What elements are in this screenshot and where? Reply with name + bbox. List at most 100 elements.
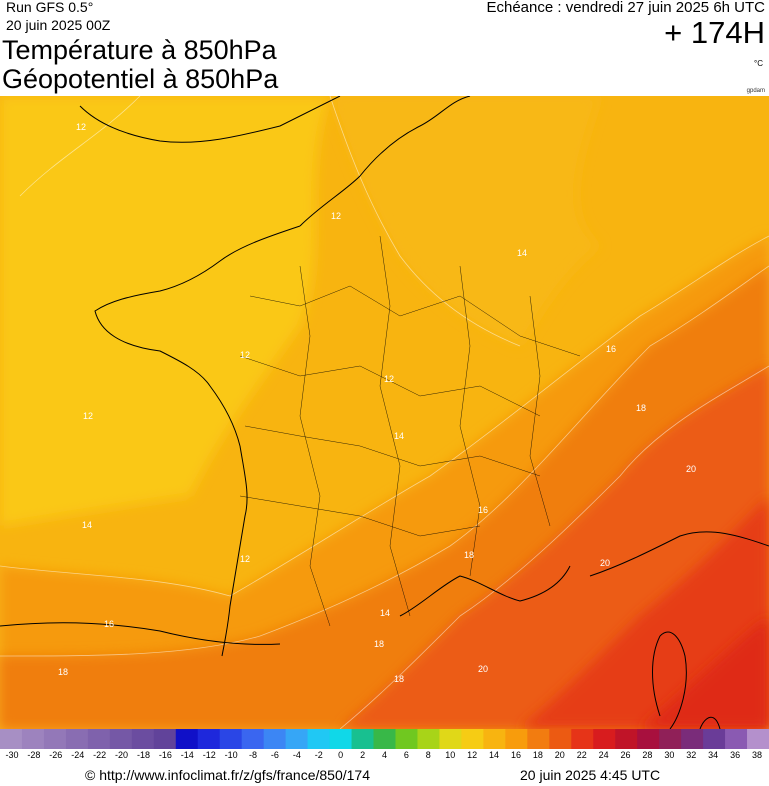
colorbar-tick-label: -10 [224, 750, 238, 760]
colorbar-tick-label: -16 [158, 750, 172, 760]
contour-label: 12 [384, 374, 394, 384]
spain-coast [0, 622, 281, 645]
colorbar-tick-label: 26 [620, 750, 631, 760]
forecast-offset: + 174H [664, 15, 765, 50]
temperature-map: 12 12 12 12 12 12 14 14 14 14 16 16 16 18 18 18 18 18 20 20… [0, 96, 769, 729]
forecast-time: Echéance : vendredi 27 juin 2025 6h UTC [486, 0, 765, 16]
contour-label: 12 [76, 122, 86, 132]
sardinia [699, 716, 721, 729]
contour-label: 12 [331, 211, 341, 221]
colorbar-swatch [351, 729, 375, 749]
colorbar-swatch [571, 729, 594, 749]
colorbar-tick-label: 24 [598, 750, 609, 760]
italy-coast [589, 531, 769, 577]
run-date: 20 juin 2025 00Z [6, 17, 111, 33]
colorbar-swatch [527, 729, 550, 749]
colorbar-swatch [637, 729, 660, 749]
run-label: Run GFS 0.5° [6, 0, 94, 15]
contour-label: 20 [686, 464, 696, 474]
contour-label: 14 [394, 431, 404, 441]
corsica [652, 631, 687, 729]
colorbar-tick-label: 34 [708, 750, 719, 760]
france-coast-north [299, 96, 471, 227]
colorbar-tick-label: -22 [93, 750, 107, 760]
colorbar-swatch [263, 729, 287, 749]
colorbar-tick-label: 16 [510, 750, 521, 760]
colorbar-swatch [285, 729, 309, 749]
colorbar-swatch [219, 729, 243, 749]
colorbar-tick-label: 32 [686, 750, 697, 760]
colorbar-swatch [21, 729, 45, 749]
colorbar-swatch [483, 729, 506, 749]
isolines [0, 96, 769, 729]
colorbar-tick-label: -18 [136, 750, 150, 760]
colorbar-tick-label: 30 [664, 750, 675, 760]
colorbar-swatch [373, 729, 396, 749]
colorbar-tick-label: 28 [642, 750, 653, 760]
band-24 [640, 616, 769, 729]
colorbar-swatch [43, 729, 67, 749]
colorbar-swatch [615, 729, 638, 749]
region-borders [239, 235, 581, 627]
colorbar-swatch [65, 729, 89, 749]
colorbar-tick-label: 4 [381, 750, 388, 760]
colorbar-tick-label: -12 [202, 750, 216, 760]
footer-source-url[interactable]: © http://www.infoclimat.fr/z/gfs/france/… [85, 767, 370, 783]
atlantic-coast [221, 445, 248, 657]
contour-label: 18 [58, 667, 68, 677]
colorbar-tick-label: 6 [403, 750, 409, 760]
colorbar-tick-label: 12 [467, 750, 478, 760]
contour-label: 18 [394, 674, 404, 684]
contour-label: 12 [240, 350, 250, 360]
colorbar-swatch [87, 729, 111, 749]
contour-label: 14 [380, 608, 390, 618]
colorbar-swatch [131, 729, 155, 749]
colorbar-swatch [0, 729, 23, 749]
colorbar-tick-label: 18 [532, 750, 543, 760]
colorbar-swatch [153, 729, 177, 749]
colorbar-tick-label: 0 [338, 750, 344, 760]
contour-label: 12 [240, 554, 250, 564]
colorbar-tick-label: -2 [314, 750, 323, 760]
credit-label: gpdam [746, 88, 765, 94]
contour-label: 16 [478, 505, 488, 515]
band-12 [0, 96, 330, 526]
colorbar-swatch [505, 729, 528, 749]
colorbar-tick-label: 14 [489, 750, 500, 760]
map-title-geopotential: Géopotentiel à 850hPa [2, 64, 279, 94]
colorbar-swatch [725, 729, 748, 749]
contour-label: 16 [606, 344, 616, 354]
colorbar-swatch [329, 729, 353, 749]
colorbar-swatch [109, 729, 133, 749]
map-title-temperature: Température à 850hPa [2, 35, 277, 65]
colorbar-tick-label: 38 [751, 750, 763, 760]
colorbar-tick-label: 36 [730, 750, 741, 760]
colorbar-swatch [593, 729, 616, 749]
mediterranean-coast [399, 565, 571, 617]
colorbar-tick-label: -28 [27, 750, 41, 760]
colorbar-swatch [439, 729, 462, 749]
colorbar-tick-label: -14 [180, 750, 194, 760]
brittany-coast [94, 225, 301, 447]
colorbar [0, 729, 769, 749]
colorbar-tick-label: 2 [360, 750, 366, 760]
colorbar-tick-label: 20 [554, 750, 565, 760]
colorbar-swatch [307, 729, 331, 749]
footer-date: 20 juin 2025 4:45 UTC [520, 767, 661, 783]
colorbar-tick-label: -8 [249, 750, 258, 760]
coastlines [0, 96, 769, 729]
colorbar-swatch [175, 729, 199, 749]
colorbar-tick-label: -24 [71, 750, 85, 760]
contour-label: 20 [600, 558, 610, 568]
band-14-north [330, 96, 600, 346]
colorbar-swatch [681, 729, 704, 749]
unit-label: °C [754, 59, 763, 68]
colorbar-swatch [461, 729, 484, 749]
colorbar-tick-label: -6 [270, 750, 279, 760]
contour-labels: 12 12 12 12 12 12 14 14 14 14 16 16 16 18 18 18 18 18 20 20… [58, 122, 696, 684]
contour-label: 18 [464, 550, 474, 560]
colorbar-swatch [747, 729, 769, 749]
colorbar-tick-label: 8 [425, 750, 431, 760]
contour-label: 18 [374, 639, 384, 649]
colorbar-tick-label: 22 [576, 750, 587, 760]
